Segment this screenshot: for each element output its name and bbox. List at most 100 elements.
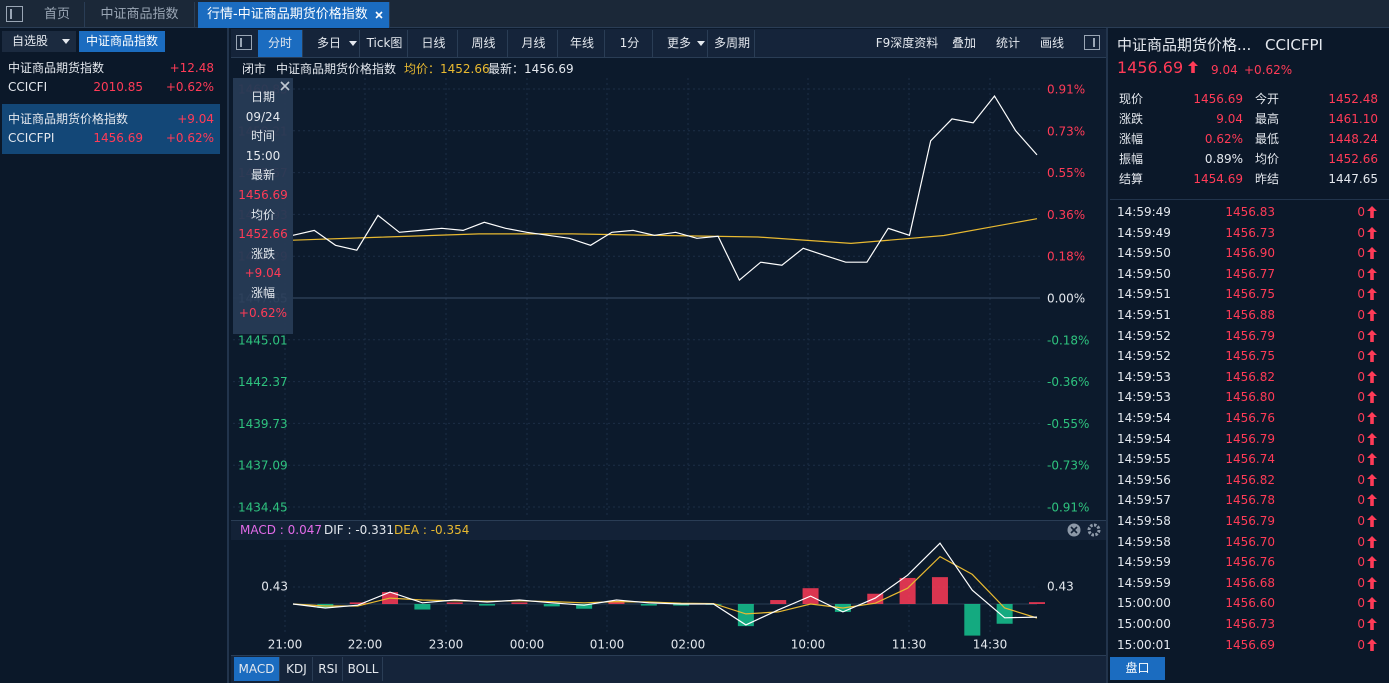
tooltip-close[interactable] xyxy=(280,81,290,91)
quote-code: CCICFPI xyxy=(1265,36,1323,54)
tick-price: 1456.88 xyxy=(1225,308,1275,322)
macd-bar xyxy=(349,602,366,604)
watch-button[interactable]: 自选股 xyxy=(2,31,76,52)
item-name: 中证商品期货价格指数 xyxy=(8,112,129,126)
toolbar-button[interactable]: 周线 xyxy=(460,30,508,57)
quote-pct: +0.62% xyxy=(1244,63,1293,77)
dropdown-arrow xyxy=(697,41,705,46)
watch-button[interactable]: 中证商品指数 xyxy=(79,31,165,52)
tab[interactable]: 中证商品指数 xyxy=(85,2,195,28)
indicator-tab[interactable]: MACD xyxy=(234,657,280,681)
tick-time: 14:59:59 xyxy=(1117,555,1171,570)
arrow-shape xyxy=(1367,206,1377,218)
arrow-shape xyxy=(1367,391,1377,404)
quote-value: 1461.10 xyxy=(1328,112,1378,126)
quote-button[interactable]: 盘口 xyxy=(1110,657,1165,680)
tick-volume: 0 xyxy=(1357,349,1365,364)
tick-price: 1456.73 xyxy=(1225,225,1275,240)
arrow-shape xyxy=(1367,453,1377,466)
item-code: CCICFPI xyxy=(8,131,55,145)
tick-price: 1456.75 xyxy=(1225,287,1275,302)
toolbar-button[interactable]: F9深度资料 xyxy=(875,36,939,50)
macd-tick-label: 0.43 xyxy=(261,580,288,594)
macd-bar xyxy=(640,604,657,606)
tooltip-text: +9.04 xyxy=(244,266,282,281)
toolbar-button[interactable]: 日线 xyxy=(410,30,458,57)
tick-price: 1456.60 xyxy=(1225,596,1275,611)
macd-controls[interactable] xyxy=(1066,522,1102,538)
tick-time: 14:59:54 xyxy=(1117,411,1171,425)
tick-arrow xyxy=(1367,288,1377,301)
toolbar-button[interactable]: 叠加 xyxy=(951,36,976,50)
indicator-tab[interactable]: BOLL xyxy=(344,657,383,681)
tick-arrow xyxy=(1367,515,1377,527)
tick-volume: 0 xyxy=(1357,617,1365,631)
toolbar-button[interactable]: 1分 xyxy=(607,30,653,57)
tick-price: 1456.79 xyxy=(1225,328,1275,343)
tick-arrow xyxy=(1367,576,1377,589)
price-line xyxy=(292,94,1038,282)
toolbar-button[interactable]: 统计 xyxy=(995,36,1020,50)
tick-price: 1456.73 xyxy=(1225,617,1275,631)
toolbar-button[interactable]: 月线 xyxy=(510,30,558,57)
indicator-tab[interactable]: KDJ xyxy=(281,657,313,681)
tooltip-text: +0.62% xyxy=(238,305,288,320)
tab[interactable]: 首页 xyxy=(30,2,85,28)
index-name: 中证商品期货价格指数 xyxy=(276,62,397,76)
bottom-tabs-bar xyxy=(231,655,1106,683)
tick-arrow xyxy=(1367,412,1377,424)
quote-label: 均价 xyxy=(1255,152,1280,166)
macd-bar xyxy=(608,600,625,604)
close-cross xyxy=(1070,526,1078,534)
tick-price: 1456.76 xyxy=(1225,555,1275,570)
item-change: +12.48 xyxy=(169,61,214,75)
toolbar-button[interactable]: 画线 xyxy=(1039,36,1064,50)
panel-toggle-icon-bar xyxy=(10,9,12,19)
arrow-shape xyxy=(1367,267,1377,280)
price-tick-label: 1442.37 xyxy=(238,375,288,389)
close-tab-icon[interactable] xyxy=(374,10,384,20)
arrow-shape xyxy=(1367,494,1377,507)
arrow-shape xyxy=(1367,329,1377,342)
quote-label: 最高 xyxy=(1255,112,1280,126)
pct-tick-label: -0.18% xyxy=(1047,333,1089,347)
tick-time: 14:59:53 xyxy=(1117,390,1171,405)
tick-volume: 0 xyxy=(1357,246,1365,261)
tick-price: 1456.90 xyxy=(1225,246,1275,261)
dropdown-arrow xyxy=(349,41,357,46)
layout-icon[interactable] xyxy=(236,35,252,50)
toolbar-button[interactable]: 多周期 xyxy=(710,30,755,57)
tab[interactable]: 行情-中证商品期货价格指数 xyxy=(198,2,390,28)
macd-value: MACD : 0.047 xyxy=(240,523,322,537)
tick-arrow xyxy=(1367,206,1377,218)
toolbar-button[interactable]: Tick图 xyxy=(362,30,408,57)
item-price: 1456.69 xyxy=(93,131,143,145)
toolbar-button[interactable]: 多日 xyxy=(305,30,360,57)
tick-volume: 0 xyxy=(1357,225,1365,240)
macd-bar xyxy=(1029,602,1045,604)
sidebar-toggle-icon[interactable] xyxy=(1084,35,1100,50)
toolbar-button[interactable]: 分时 xyxy=(258,30,303,57)
price-tick-label: 1434.45 xyxy=(238,501,288,515)
tick-price: 1456.79 xyxy=(1225,514,1275,528)
pct-tick-label: 0.73% xyxy=(1047,124,1085,138)
tick-price: 1456.80 xyxy=(1225,390,1275,405)
indicator-tab[interactable]: RSI xyxy=(314,657,343,681)
tick-volume: 0 xyxy=(1357,534,1365,549)
tooltip-text: 1452.66 xyxy=(238,227,288,242)
toolbar-button[interactable]: 年线 xyxy=(560,30,605,57)
quote-price: 1456.69 xyxy=(1117,58,1184,77)
arrow-shape xyxy=(1367,576,1377,589)
toolbar-button[interactable]: 更多 xyxy=(655,30,708,57)
macd-bar xyxy=(511,602,528,604)
item-pct: +0.62% xyxy=(165,131,214,145)
tick-price: 1456.78 xyxy=(1225,493,1275,508)
tick-time: 14:59:54 xyxy=(1117,431,1171,446)
panel-toggle-icon[interactable] xyxy=(6,6,23,22)
arrow-shape xyxy=(1367,597,1377,610)
tick-time: 14:59:57 xyxy=(1117,493,1171,508)
tick-arrow xyxy=(1367,391,1377,404)
tick-price: 1456.79 xyxy=(1225,431,1275,446)
tick-volume: 0 xyxy=(1357,514,1365,528)
arrow-shape xyxy=(1367,535,1377,548)
